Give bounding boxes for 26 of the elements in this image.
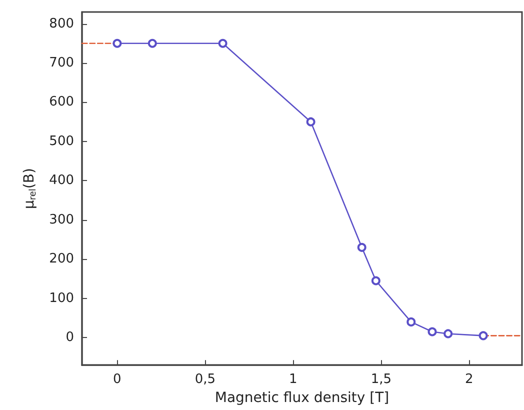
- point: [406, 317, 416, 326]
- y-tick-label: 300: [49, 212, 74, 228]
- point: [148, 38, 157, 48]
- y-tick-label: 100: [49, 290, 74, 306]
- point: [444, 329, 453, 338]
- point: [428, 327, 437, 336]
- y-tick-label: 400: [49, 173, 74, 188]
- y-axis-title: μrel(B): [22, 168, 38, 210]
- y-tick-label: 200: [49, 252, 74, 267]
- point: [306, 117, 316, 126]
- x-axis-title: Magnetic flux density [T]: [214, 390, 390, 406]
- y-tick-label: 500: [49, 134, 74, 149]
- point: [478, 331, 488, 340]
- point: [112, 38, 122, 48]
- x-tick-label: 2: [465, 372, 474, 388]
- y-tick-label: 600: [49, 94, 74, 110]
- point: [218, 38, 228, 48]
- x-tick-label: 0: [113, 372, 122, 388]
- point: [357, 242, 366, 252]
- point: [371, 276, 380, 286]
- y-tick-label: 0: [66, 330, 74, 346]
- x-tick-label: 1: [289, 372, 298, 388]
- x-tick-label: 0,5: [194, 372, 216, 388]
- x-tick-label: 1,5: [370, 372, 392, 388]
- y-tick-label: 700: [49, 56, 74, 71]
- y-tick-label: 800: [49, 16, 74, 32]
